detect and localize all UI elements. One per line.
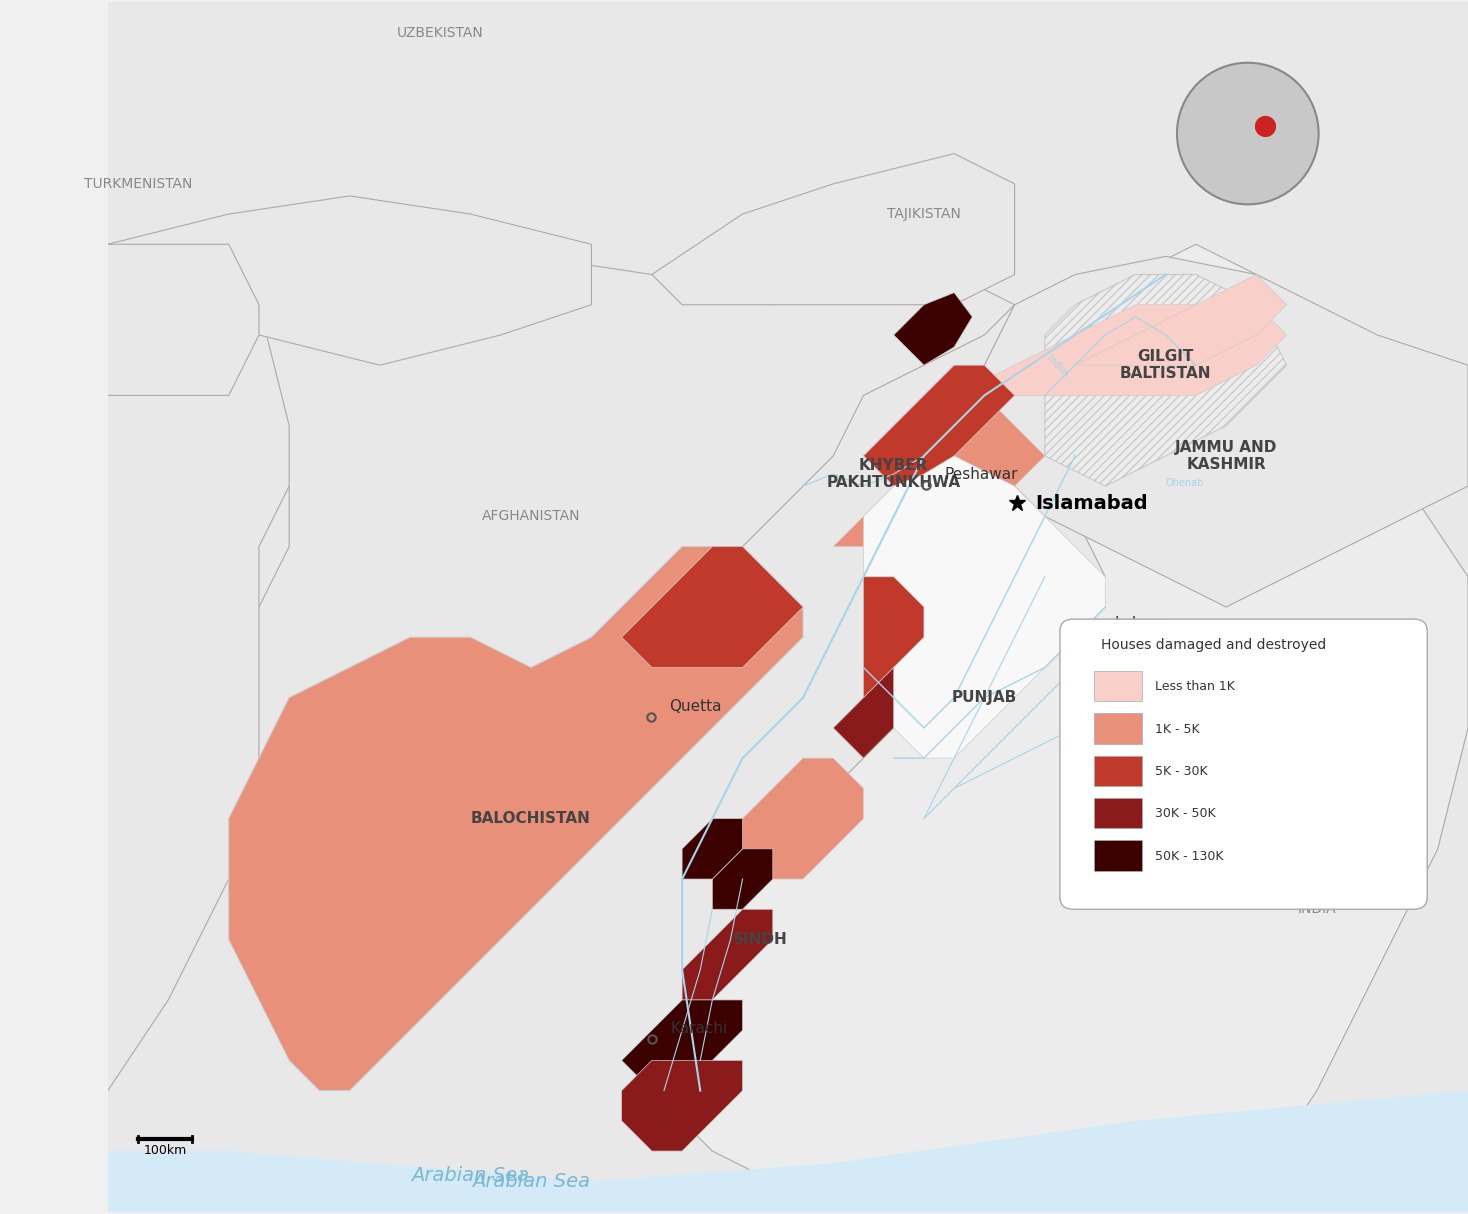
Polygon shape [743, 758, 863, 879]
Polygon shape [0, 214, 258, 396]
Polygon shape [683, 818, 743, 879]
Text: 100km: 100km [144, 1144, 186, 1157]
Text: KHYBER
PAKHTUNKHWA: KHYBER PAKHTUNKHWA [826, 458, 960, 490]
Polygon shape [894, 293, 972, 365]
Polygon shape [0, 214, 289, 1121]
Text: TAJIKISTAN: TAJIKISTAN [887, 208, 962, 221]
Text: SINDH: SINDH [734, 932, 788, 947]
Text: 50K - 130K: 50K - 130K [1155, 850, 1224, 863]
Polygon shape [683, 909, 772, 1000]
Text: Houses damaged and destroyed: Houses damaged and destroyed [1101, 639, 1326, 652]
Text: Ravi: Ravi [1208, 690, 1229, 699]
Text: 5K - 30K: 5K - 30K [1155, 765, 1208, 778]
Polygon shape [863, 456, 1105, 758]
Text: INDIA: INDIA [1298, 902, 1336, 917]
Text: Indus: Indus [1045, 353, 1070, 379]
Bar [1094, 798, 1142, 828]
Text: Karachi: Karachi [671, 1021, 728, 1036]
Text: AFGHANISTAN: AFGHANISTAN [482, 510, 580, 523]
Polygon shape [1075, 274, 1286, 365]
Polygon shape [107, 1090, 1468, 1214]
Circle shape [1177, 63, 1318, 204]
Text: Ohenab: Ohenab [1166, 478, 1204, 488]
Polygon shape [652, 244, 1468, 1214]
FancyBboxPatch shape [1060, 619, 1427, 909]
Polygon shape [863, 577, 923, 698]
Polygon shape [863, 365, 1014, 486]
Text: Arabian Sea: Arabian Sea [471, 1172, 590, 1191]
Text: 1K - 5K: 1K - 5K [1155, 722, 1199, 736]
Text: Quetta: Quetta [669, 699, 722, 714]
Bar [1094, 840, 1142, 870]
Polygon shape [107, 1151, 1468, 1212]
Text: GILGIT
BALTISTAN: GILGIT BALTISTAN [1120, 348, 1211, 381]
Text: JAMMU AND
KASHMIR: JAMMU AND KASHMIR [1174, 439, 1277, 472]
Text: Sutlej: Sutlej [1257, 671, 1284, 681]
Text: TURKMENISTAN: TURKMENISTAN [84, 177, 192, 191]
Polygon shape [621, 546, 803, 668]
Polygon shape [712, 849, 772, 909]
Text: Jhelum: Jhelum [1094, 663, 1129, 681]
Polygon shape [834, 396, 1045, 577]
Polygon shape [0, 195, 592, 365]
Text: BALOCHISTAN: BALOCHISTAN [471, 811, 592, 826]
Text: Chenab: Chenab [1148, 708, 1185, 717]
Polygon shape [652, 154, 1014, 305]
Circle shape [1255, 115, 1276, 137]
Polygon shape [985, 256, 1468, 607]
Text: UZBEKISTAN: UZBEKISTAN [396, 25, 483, 40]
Polygon shape [954, 305, 1286, 396]
Polygon shape [1045, 274, 1286, 486]
Bar [1094, 755, 1142, 785]
Bar [1094, 714, 1142, 744]
Text: 30K - 50K: 30K - 50K [1155, 807, 1216, 821]
Text: Lahore: Lahore [1114, 617, 1167, 631]
Polygon shape [229, 546, 803, 1090]
Text: Less than 1K: Less than 1K [1155, 680, 1235, 693]
Polygon shape [834, 668, 894, 758]
Text: Islamabad: Islamabad [1035, 494, 1148, 512]
Polygon shape [621, 1060, 743, 1151]
Text: Peshawar: Peshawar [944, 467, 1017, 482]
Polygon shape [621, 1000, 743, 1090]
Text: Arabian Sea: Arabian Sea [411, 1167, 530, 1185]
Text: PUNJAB: PUNJAB [951, 691, 1017, 705]
Bar [1094, 671, 1142, 702]
Polygon shape [229, 244, 1014, 788]
